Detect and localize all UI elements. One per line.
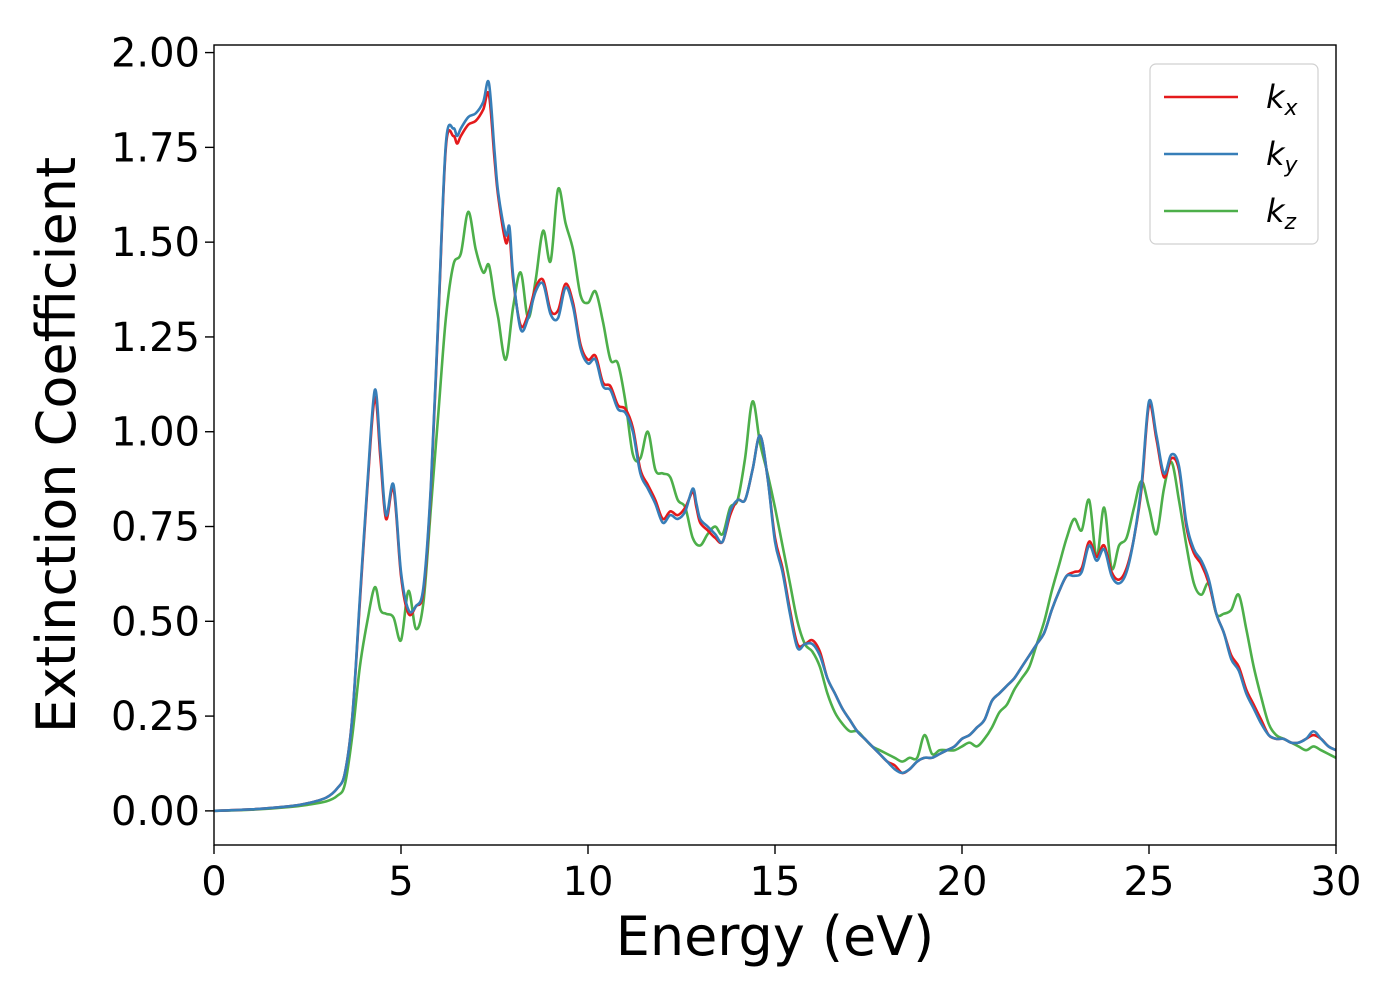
x-axis-label: Energy (eV)	[616, 905, 935, 968]
y-tick-label: 0.75	[111, 505, 200, 551]
y-tick-label: 0.50	[111, 599, 200, 645]
y-tick-label: 0.25	[111, 694, 200, 740]
x-tick-label: 15	[750, 859, 801, 905]
y-tick-label: 0.00	[111, 789, 200, 835]
legend-label-x: kx	[1266, 78, 1299, 121]
legend-label-z: kz	[1266, 192, 1297, 235]
x-tick-label: 5	[388, 859, 413, 905]
x-tick-label: 0	[201, 859, 226, 905]
legend: kx ky kz	[1149, 63, 1319, 245]
x-tick-label: 10	[563, 859, 614, 905]
series-line-y	[214, 79, 1336, 813]
y-tick-label: 1.00	[111, 410, 200, 456]
y-tick-label: 1.50	[111, 220, 200, 266]
x-tick-label: 30	[1311, 859, 1362, 905]
x-axis: 0 5 10 15 20 25 30	[201, 845, 1361, 905]
y-tick-label: 1.75	[111, 125, 200, 171]
y-tick-label: 2.00	[111, 31, 200, 77]
y-axis-label: Extinction Coefficient	[25, 157, 88, 733]
y-tick-label: 1.25	[111, 315, 200, 361]
y-axis: 0.00 0.25 0.50 0.75 1.00 1.25 1.50 1.75 2.00	[111, 31, 214, 835]
legend-label-y: ky	[1266, 135, 1299, 178]
series-layer	[214, 79, 1336, 813]
series-line-z	[214, 187, 1336, 813]
x-tick-label: 20	[937, 859, 988, 905]
x-tick-label: 25	[1124, 859, 1175, 905]
